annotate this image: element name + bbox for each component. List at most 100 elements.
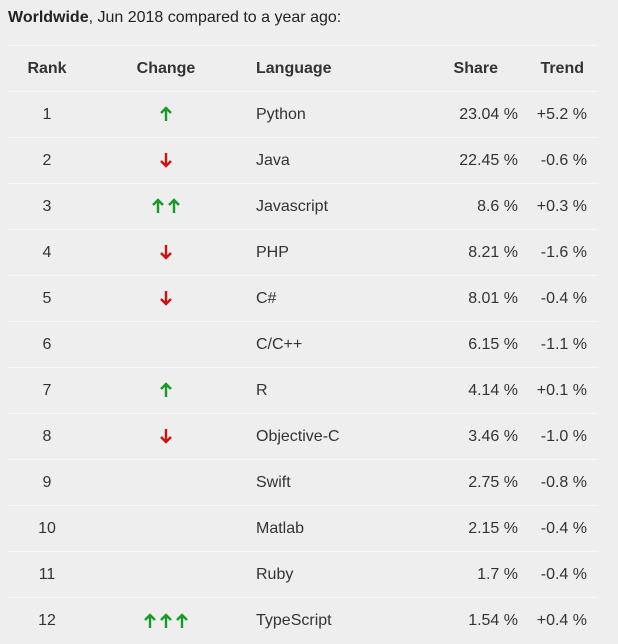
table-row: 5 C# 8.01 % -0.4 % (8, 275, 598, 322)
language-cell: Python (256, 105, 306, 123)
header-language: Language (256, 59, 332, 77)
arrow-up-icon (168, 198, 180, 214)
arrow-down-icon (160, 153, 172, 168)
share-cell: 1.54 % (468, 611, 518, 629)
language-cell: R (256, 381, 268, 399)
rank-cell: 2 (42, 151, 52, 169)
trend-cell: +0.4 % (536, 611, 587, 629)
language-cell: C/C++ (256, 335, 303, 353)
share-cell: 2.75 % (468, 473, 518, 491)
table-row: 12 TypeScript 1.54 % +0.4 % (8, 597, 598, 644)
change-arrows (159, 382, 173, 398)
change-cell (86, 598, 246, 644)
trend-cell: -1.6 % (540, 243, 587, 261)
language-cell: C# (256, 289, 277, 307)
rank-cell: 3 (42, 197, 52, 215)
trend-cell: -0.4 % (540, 289, 587, 307)
arrow-up-icon (160, 612, 172, 628)
table-row: 4 PHP 8.21 % -1.6 % (8, 229, 598, 276)
table-header-row: Rank Change Language Share Trend (8, 45, 598, 92)
trend-cell: -0.4 % (540, 519, 587, 537)
language-cell: TypeScript (256, 611, 332, 629)
share-cell: 3.46 % (468, 427, 518, 445)
trend-cell: -0.8 % (540, 473, 587, 491)
change-cell (86, 184, 246, 230)
change-cell (86, 276, 246, 322)
share-cell: 1.7 % (477, 565, 518, 583)
language-cell: Javascript (256, 197, 329, 215)
share-cell: 8.6 % (477, 197, 518, 215)
trend-cell: +0.3 % (536, 197, 587, 215)
trend-cell: +5.2 % (536, 105, 587, 123)
share-cell: 6.15 % (468, 335, 518, 353)
change-cell (86, 414, 246, 460)
table-row: 8 Objective-C 3.46 % -1.0 % (8, 413, 598, 460)
arrow-up-icon (152, 198, 164, 214)
table-row: 11 Ruby 1.7 % -0.4 % (8, 551, 598, 598)
arrow-up-icon (160, 106, 172, 122)
table-row: 9 Swift 2.75 % -0.8 % (8, 459, 598, 506)
rank-cell: 8 (42, 427, 52, 445)
table-row: 3 Javascript 8.6 % +0.3 % (8, 183, 598, 230)
rank-cell: 5 (42, 289, 52, 307)
arrow-up-icon (144, 612, 156, 628)
share-cell: 2.15 % (468, 519, 518, 537)
table-row: 1 Python 23.04 % +5.2 % (8, 91, 598, 138)
header-trend: Trend (540, 59, 584, 77)
rank-cell: 11 (38, 565, 56, 583)
trend-cell: -1.1 % (540, 335, 587, 353)
arrow-down-icon (160, 291, 172, 306)
table-row: 7 R 4.14 % +0.1 % (8, 367, 598, 414)
language-cell: Ruby (256, 565, 294, 583)
change-cell (86, 230, 246, 276)
change-arrows (159, 428, 173, 444)
language-cell: Swift (256, 473, 291, 491)
change-arrows (159, 106, 173, 122)
trend-cell: -1.0 % (540, 427, 587, 445)
header-change: Change (136, 59, 196, 77)
share-cell: 8.21 % (468, 243, 518, 261)
rank-cell: 9 (42, 473, 52, 491)
change-cell (86, 460, 246, 506)
change-cell (86, 322, 246, 368)
language-cell: Matlab (256, 519, 305, 537)
change-arrows (159, 152, 173, 168)
caption-bold: Worldwide (8, 9, 89, 26)
table-caption: Worldwide, Jun 2018 compared to a year a… (8, 9, 341, 27)
trend-cell: -0.6 % (540, 151, 587, 169)
change-cell (86, 138, 246, 184)
share-cell: 22.45 % (459, 151, 518, 169)
table-row: 10 Matlab 2.15 % -0.4 % (8, 505, 598, 552)
share-cell: 4.14 % (468, 381, 518, 399)
arrow-down-icon (160, 429, 172, 444)
change-arrows (159, 290, 173, 306)
trend-cell: +0.1 % (536, 381, 587, 399)
header-rank: Rank (27, 59, 67, 77)
rank-cell: 10 (38, 519, 56, 537)
caption-text: , Jun 2018 compared to a year ago: (88, 9, 342, 26)
change-cell (86, 92, 246, 138)
language-cell: Objective-C (256, 427, 340, 445)
trend-cell: -0.4 % (540, 565, 587, 583)
share-cell: 23.04 % (459, 105, 518, 123)
language-cell: Java (256, 151, 290, 169)
arrow-up-icon (160, 382, 172, 398)
rank-cell: 4 (42, 243, 52, 261)
arrow-up-icon (176, 612, 188, 628)
rank-cell: 12 (38, 611, 56, 629)
change-cell (86, 506, 246, 552)
table-row: 6 C/C++ 6.15 % -1.1 % (8, 321, 598, 368)
header-share: Share (453, 59, 498, 77)
table-row: 2 Java 22.45 % -0.6 % (8, 137, 598, 184)
share-cell: 8.01 % (468, 289, 518, 307)
change-arrows (143, 612, 189, 629)
change-cell (86, 552, 246, 598)
language-ranking-table: Rank Change Language Share Trend 1 Python… (8, 45, 598, 644)
rank-cell: 6 (42, 335, 52, 353)
arrow-down-icon (160, 245, 172, 260)
rank-cell: 1 (42, 105, 52, 123)
change-arrows (159, 244, 173, 260)
change-cell (86, 368, 246, 414)
change-arrows (151, 198, 181, 214)
rank-cell: 7 (42, 381, 52, 399)
